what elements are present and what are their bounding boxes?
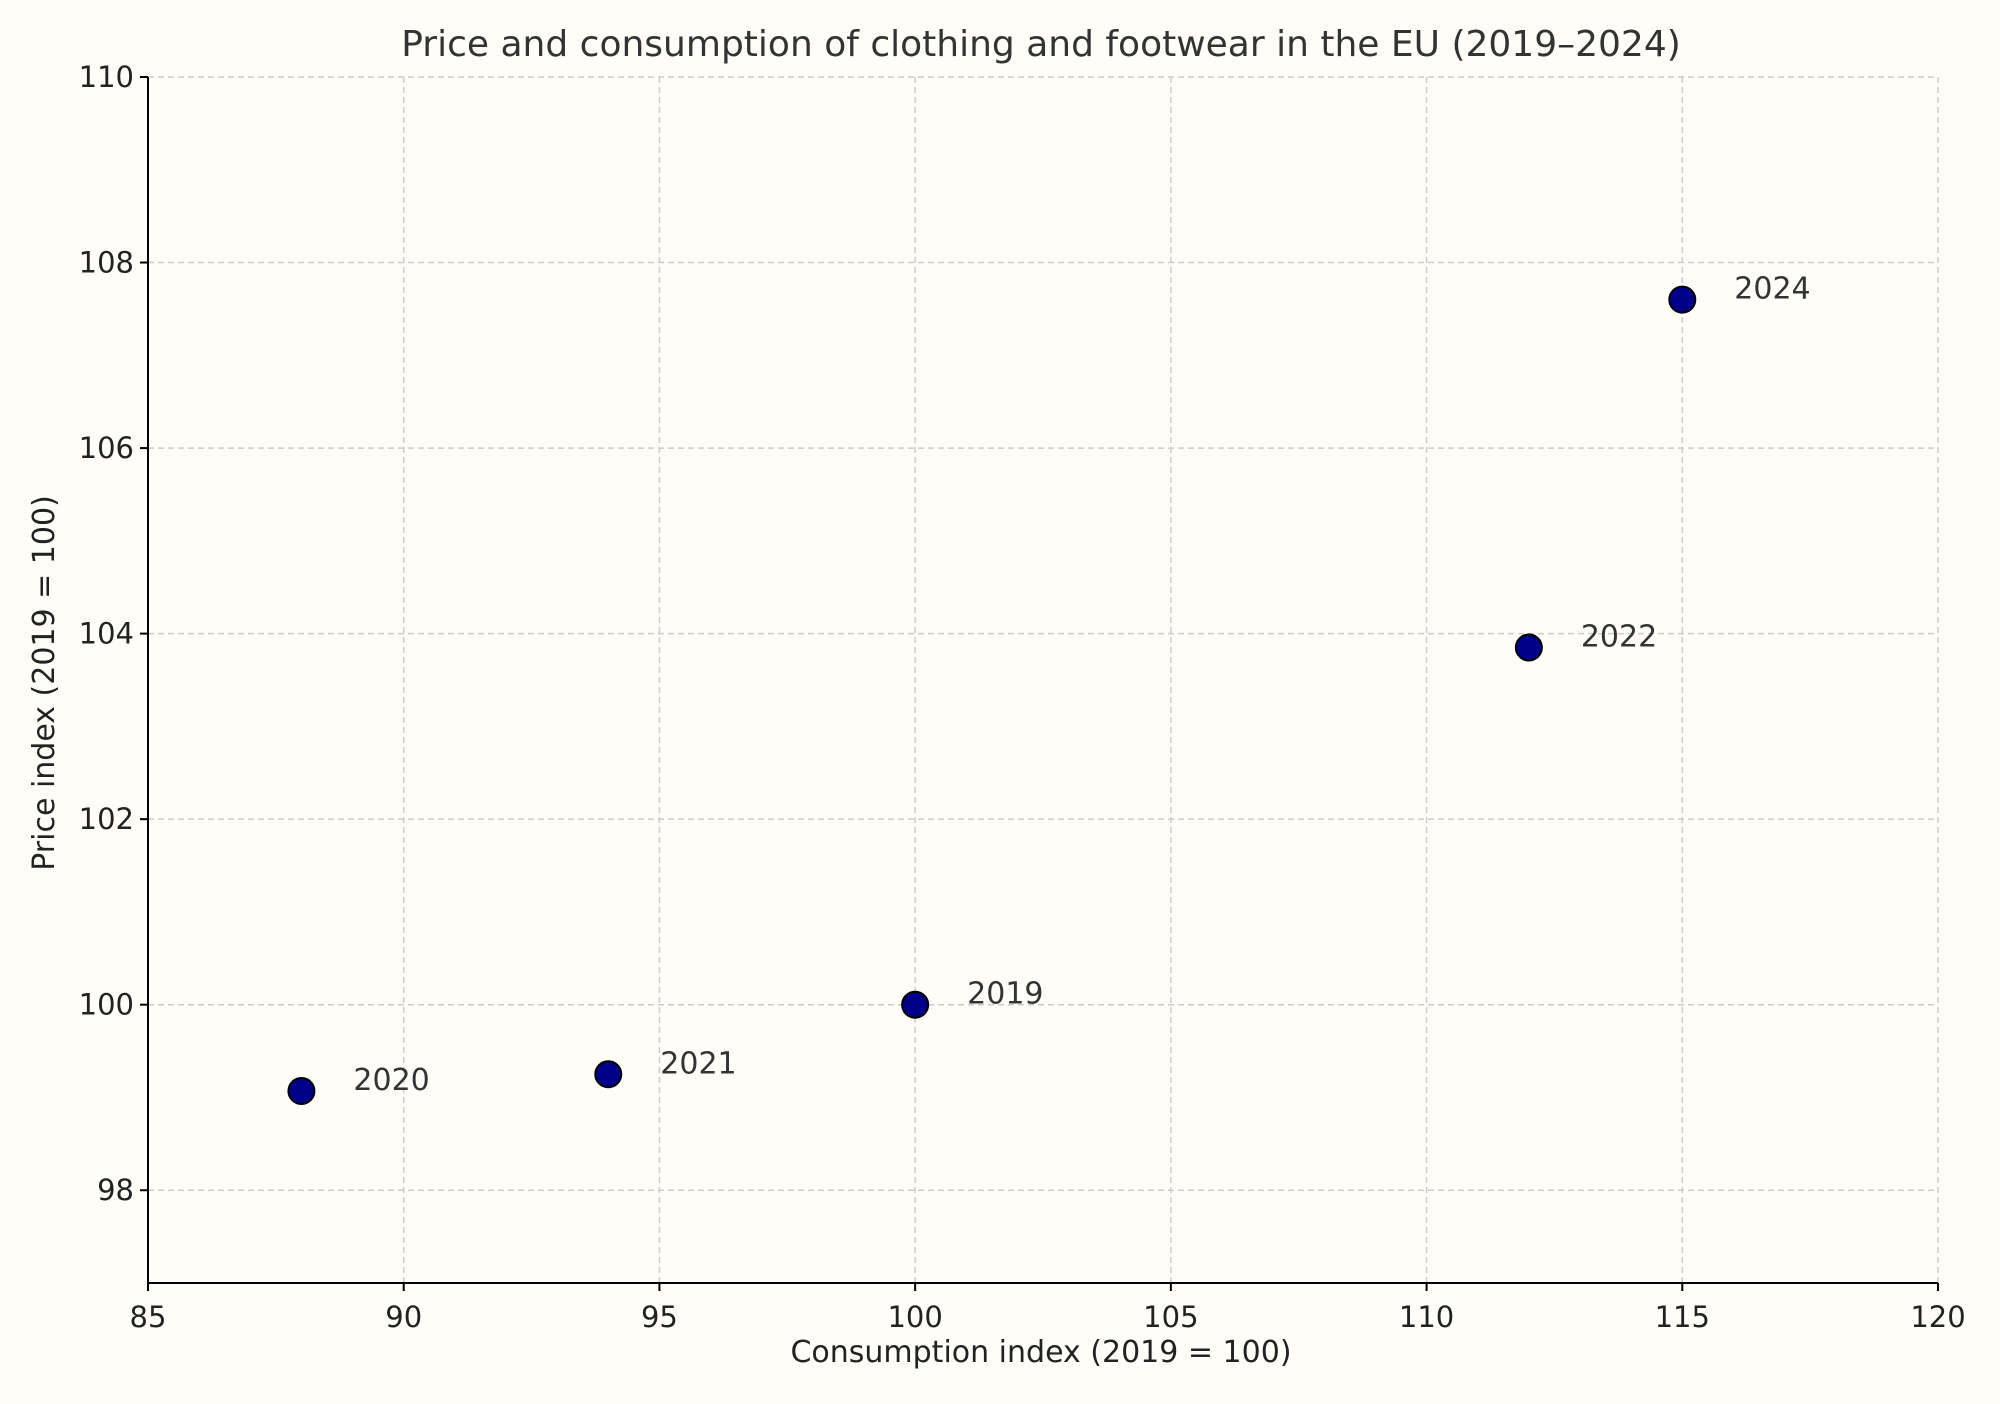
data-point-2024 bbox=[1668, 285, 1697, 314]
y-tick-label-104: 104 bbox=[79, 617, 134, 651]
y-tick-label-102: 102 bbox=[79, 802, 134, 836]
data-point-2022 bbox=[1514, 633, 1543, 662]
grid-lines bbox=[148, 76, 1939, 1283]
y-axis-label: Price index (2019 = 100) bbox=[27, 495, 62, 871]
point-labels: 2020 2021 2019 2022 2024 bbox=[353, 272, 1810, 1098]
data-point-2019 bbox=[901, 990, 930, 1019]
point-label-2021: 2021 bbox=[660, 1046, 736, 1081]
y-tick-label-110: 110 bbox=[79, 60, 134, 94]
x-tick-label-105: 105 bbox=[1143, 1300, 1198, 1334]
data-point-2020 bbox=[287, 1076, 316, 1105]
x-tick-label-120: 120 bbox=[1910, 1300, 1965, 1334]
chart-title: Price and consumption of clothing and fo… bbox=[401, 24, 1681, 65]
y-tick-label-106: 106 bbox=[79, 431, 134, 465]
point-label-2024: 2024 bbox=[1734, 272, 1810, 307]
x-tick-label-100: 100 bbox=[887, 1300, 942, 1334]
axes bbox=[140, 76, 1939, 1291]
x-tick-label-110: 110 bbox=[1399, 1300, 1454, 1334]
y-tick-label-100: 100 bbox=[79, 988, 134, 1022]
x-tick-label-115: 115 bbox=[1655, 1300, 1710, 1334]
x-axis-label: Consumption index (2019 = 100) bbox=[790, 1335, 1291, 1370]
data-points bbox=[287, 285, 1697, 1105]
x-tick-label-85: 85 bbox=[130, 1300, 167, 1334]
point-label-2022: 2022 bbox=[1581, 620, 1657, 655]
y-tick-label-108: 108 bbox=[79, 246, 134, 280]
point-label-2020: 2020 bbox=[353, 1063, 429, 1098]
tick-labels: 85 90 95 100 105 110 115 120 98 100 102 104 106 108 11… bbox=[79, 60, 1966, 1334]
y-tick-label-98: 98 bbox=[97, 1173, 134, 1207]
x-tick-label-90: 90 bbox=[385, 1300, 422, 1334]
point-label-2019: 2019 bbox=[967, 977, 1043, 1012]
data-point-2021 bbox=[594, 1060, 623, 1089]
x-tick-label-95: 95 bbox=[641, 1300, 678, 1334]
